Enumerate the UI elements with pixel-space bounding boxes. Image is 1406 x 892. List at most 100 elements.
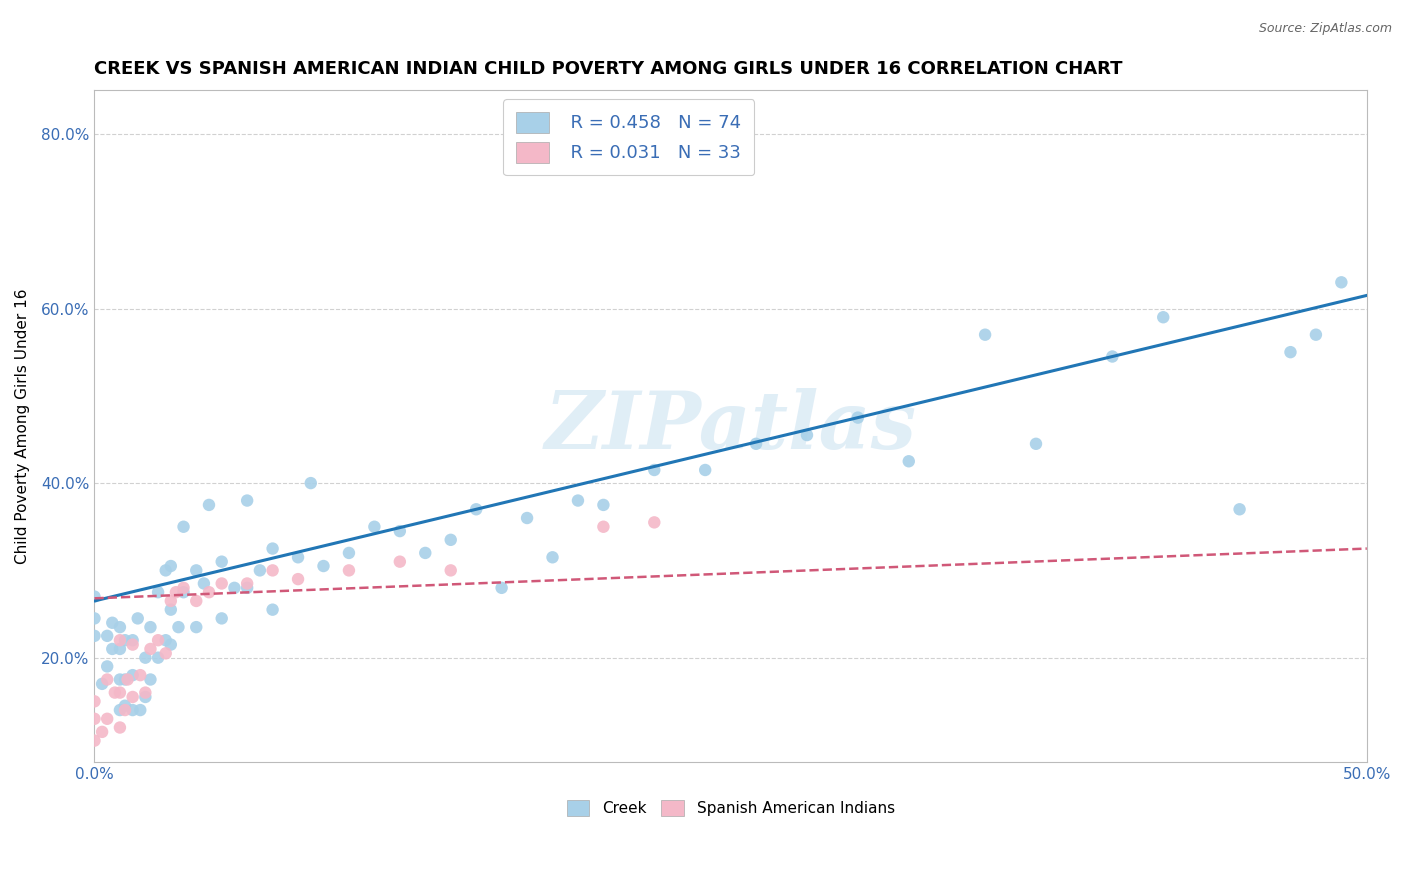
Point [146,633,169,648]
Point [211,555,233,569]
Point [312,559,335,574]
Point [491,581,513,595]
Point [101,615,124,630]
Point [96,712,118,726]
Point [83,733,105,747]
Point [388,524,411,538]
Y-axis label: Child Poverty Among Girls Under 16: Child Poverty Among Girls Under 16 [15,289,30,564]
Point [974,327,997,342]
Point [91,677,114,691]
Point [121,633,143,648]
Point [1101,350,1123,364]
Point [287,572,309,586]
Point [146,585,169,599]
Point [108,673,131,687]
Point [96,659,118,673]
Point [165,585,187,599]
Point [363,520,385,534]
Point [299,476,322,491]
Point [108,703,131,717]
Point [129,703,152,717]
Text: CREEK VS SPANISH AMERICAN INDIAN CHILD POVERTY AMONG GIRLS UNDER 16 CORRELATION : CREEK VS SPANISH AMERICAN INDIAN CHILD P… [94,60,1123,78]
Point [108,685,131,699]
Point [83,712,105,726]
Point [1330,275,1353,289]
Point [745,437,768,451]
Point [236,493,259,508]
Point [796,428,818,442]
Point [114,673,136,687]
Point [236,581,259,595]
Point [211,576,233,591]
Point [121,638,143,652]
Point [186,620,208,634]
Point [193,576,215,591]
Point [173,581,195,595]
Point [440,533,463,547]
Point [91,724,114,739]
Point [262,541,284,556]
Point [388,555,411,569]
Point [465,502,488,516]
Point [186,563,208,577]
Point [695,463,717,477]
Point [83,629,105,643]
Point [186,594,208,608]
Point [1025,437,1047,451]
Point [413,546,436,560]
Point [129,668,152,682]
Text: Source: ZipAtlas.com: Source: ZipAtlas.com [1258,22,1392,36]
Point [846,410,869,425]
Point [114,698,136,713]
Point [173,520,195,534]
Point [287,550,309,565]
Point [108,633,131,648]
Point [159,559,181,574]
Point [262,602,284,616]
Point [173,585,195,599]
Point [592,520,614,534]
Point [108,642,131,657]
Point [262,563,284,577]
Point [127,611,149,625]
Point [198,585,221,599]
Point [198,498,221,512]
Point [83,611,105,625]
Point [155,646,177,660]
Point [108,721,131,735]
Point [224,581,246,595]
Point [96,629,118,643]
Point [146,650,169,665]
Point [236,576,259,591]
Point [101,642,124,657]
Legend: Creek, Spanish American Indians: Creek, Spanish American Indians [561,794,901,822]
Point [134,685,156,699]
Point [104,685,127,699]
Point [83,694,105,708]
Point [1229,502,1251,516]
Point [167,620,190,634]
Point [643,516,665,530]
Point [159,594,181,608]
Point [1305,327,1327,342]
Point [1279,345,1302,359]
Point [96,673,118,687]
Point [121,703,143,717]
Point [249,563,271,577]
Point [337,563,360,577]
Point [139,620,162,634]
Point [567,493,589,508]
Point [643,463,665,477]
Point [83,590,105,604]
Point [337,546,360,560]
Point [114,703,136,717]
Point [592,498,614,512]
Point [516,511,538,525]
Point [897,454,920,468]
Point [139,642,162,657]
Point [155,563,177,577]
Point [159,638,181,652]
Point [541,550,564,565]
Point [139,673,162,687]
Point [134,690,156,704]
